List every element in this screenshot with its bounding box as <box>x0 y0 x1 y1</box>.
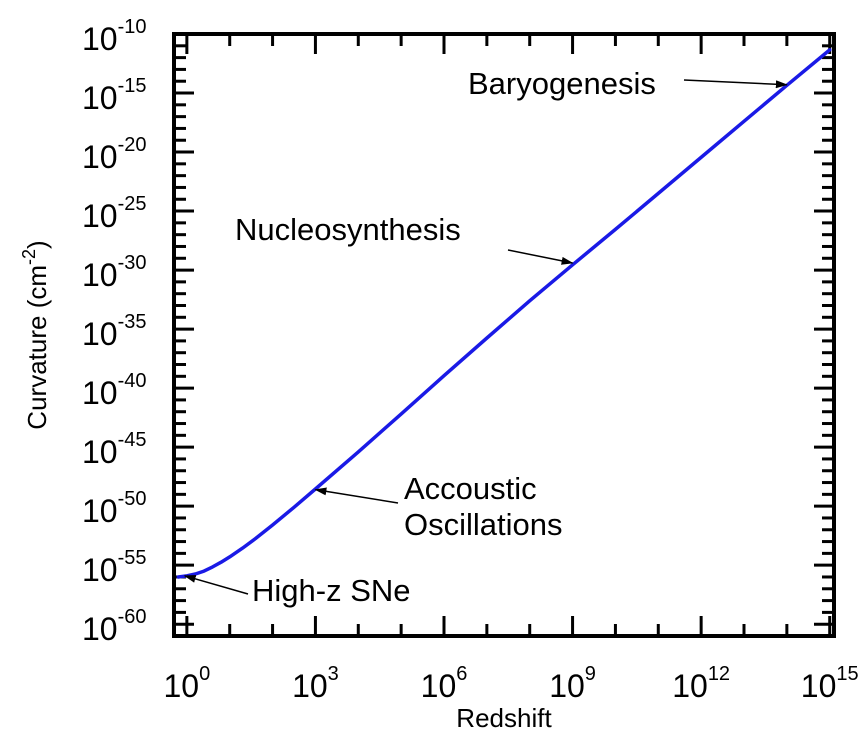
y-tick-label-base: 10 <box>82 316 118 352</box>
annotation: Nucleosynthesis <box>235 212 574 265</box>
y-tick-label-base: 10 <box>82 434 118 470</box>
y-tick-label-base: 10 <box>82 375 118 411</box>
x-tick-label-exponent: 3 <box>328 663 339 685</box>
y-tick-label-exponent: -60 <box>118 606 147 628</box>
y-tick-label: 10-20 <box>82 134 147 175</box>
axis-ticks <box>174 32 834 638</box>
annotation-arrow <box>683 79 788 89</box>
annotation: Baryogenesis <box>468 66 788 101</box>
series-line-curvature <box>176 48 832 579</box>
x-tick-label: 106 <box>421 663 468 704</box>
x-tick-label-exponent: 15 <box>836 663 858 685</box>
x-tick-label: 103 <box>292 663 339 704</box>
y-tick-label-base: 10 <box>82 493 118 529</box>
y-tick-label-exponent: -15 <box>118 75 147 97</box>
y-tick-label-exponent: -10 <box>118 16 147 38</box>
x-tick-label-base: 10 <box>801 668 837 704</box>
x-tick-label-exponent: 12 <box>708 663 730 685</box>
annotation: High-z SNe <box>183 573 411 608</box>
x-tick-label-exponent: 0 <box>199 663 210 685</box>
annotation-label: Nucleosynthesis <box>235 212 461 247</box>
x-tick-label-exponent: 6 <box>456 663 467 685</box>
y-tick-label-exponent: -25 <box>118 193 147 215</box>
y-tick-label-exponent: -55 <box>118 547 147 569</box>
x-tick-label-base: 10 <box>163 668 199 704</box>
y-tick-label-exponent: -40 <box>118 370 147 392</box>
y-tick-label: 10-10 <box>82 16 147 57</box>
annotation-label: Baryogenesis <box>468 66 656 101</box>
y-tick-label-base: 10 <box>82 611 118 647</box>
y-tick-label-exponent: -45 <box>118 429 147 451</box>
x-tick-label: 100 <box>163 663 210 704</box>
annotation-label: High-z SNe <box>252 573 411 608</box>
x-tick-label-base: 10 <box>292 668 328 704</box>
y-tick-label: 10-25 <box>82 193 147 234</box>
y-tick-label: 10-55 <box>82 547 147 588</box>
y-tick-label-base: 10 <box>82 139 118 175</box>
y-axis-title: Curvature (cm-2) <box>19 240 52 429</box>
y-tick-label: 10-60 <box>82 606 147 647</box>
x-tick-label: 1015 <box>801 663 859 704</box>
annotation-arrow <box>183 574 249 595</box>
y-tick-label-exponent: -20 <box>118 134 147 156</box>
x-tick-labels: 100 103 106 109 1012 1015 <box>163 663 858 704</box>
x-tick-label: 1012 <box>672 663 730 704</box>
y-tick-label: 10-35 <box>82 311 147 352</box>
x-tick-label-base: 10 <box>421 668 457 704</box>
x-tick-label: 109 <box>549 663 596 704</box>
y-tick-label: 10-40 <box>82 370 147 411</box>
x-tick-label-base: 10 <box>672 668 708 704</box>
y-axis-title-close: ) <box>22 240 52 249</box>
y-tick-label: 10-30 <box>82 252 147 293</box>
x-axis-title: Redshift <box>456 703 552 733</box>
x-tick-label-base: 10 <box>549 668 585 704</box>
y-tick-label-base: 10 <box>82 552 118 588</box>
x-tick-label-exponent: 9 <box>585 663 596 685</box>
annotation-label: Accoustic <box>404 471 537 506</box>
y-tick-label-exponent: -30 <box>118 252 147 274</box>
y-tick-label: 10-45 <box>82 429 147 470</box>
annotation-arrow <box>314 487 399 504</box>
y-tick-label-exponent: -50 <box>118 488 147 510</box>
y-tick-label: 10-15 <box>82 75 147 116</box>
y-tick-label-exponent: -35 <box>118 311 147 333</box>
annotation-label: Oscillations <box>404 507 563 542</box>
y-axis-title-sup: -2 <box>19 249 39 265</box>
y-tick-label-base: 10 <box>82 21 118 57</box>
plot-frame <box>172 32 836 638</box>
y-tick-label-base: 10 <box>82 257 118 293</box>
y-tick-label-base: 10 <box>82 198 118 234</box>
y-axis-title-main: Curvature (cm <box>22 265 52 430</box>
annotations: Baryogenesis Nucleosynthesis AccousticOsci… <box>183 66 788 608</box>
y-tick-label: 10-50 <box>82 488 147 529</box>
y-tick-label-base: 10 <box>82 80 118 116</box>
y-tick-labels: 10-1010-1510-2010-2510-3010-3510-4010-45… <box>82 16 147 647</box>
annotation-arrow <box>507 249 574 265</box>
